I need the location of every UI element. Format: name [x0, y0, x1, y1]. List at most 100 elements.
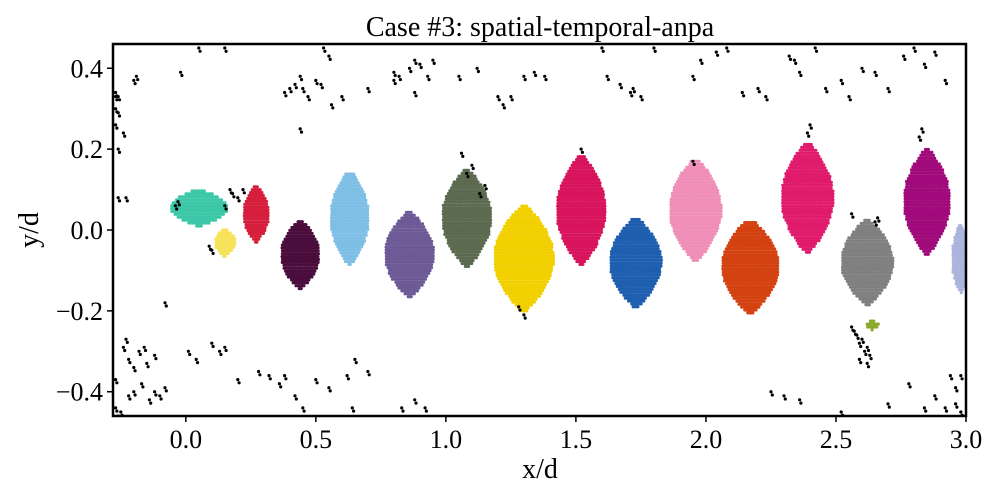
data-point	[258, 188, 262, 192]
data-point	[594, 172, 598, 176]
data-point	[471, 259, 475, 263]
data-point	[362, 236, 366, 240]
data-point	[214, 218, 218, 222]
data-point	[223, 254, 227, 258]
data-point	[489, 218, 493, 222]
data-point	[539, 221, 543, 226]
data-point	[425, 231, 429, 235]
data-point	[225, 228, 229, 232]
data-point	[601, 195, 605, 199]
data-point	[366, 207, 370, 211]
data-point	[266, 211, 270, 215]
data-point	[202, 189, 206, 193]
data-point	[313, 237, 317, 241]
data-point	[364, 198, 368, 202]
data-point	[595, 239, 599, 243]
data-point	[307, 278, 311, 282]
data-point	[544, 227, 548, 231]
data-point	[261, 231, 266, 235]
data-point	[480, 244, 485, 248]
data-point	[550, 245, 554, 249]
data-point	[487, 226, 491, 231]
data-point	[487, 200, 491, 204]
data-point	[307, 225, 311, 230]
data-point	[430, 263, 434, 267]
cluster-4	[280, 220, 320, 291]
cluster-1	[170, 189, 229, 228]
data-point	[263, 228, 267, 233]
data-point	[542, 286, 546, 290]
data-point	[547, 236, 551, 240]
data-point	[428, 236, 432, 241]
data-point	[422, 280, 426, 284]
data-point	[488, 206, 493, 210]
data-point	[266, 205, 270, 209]
data-point	[366, 227, 370, 231]
data-point	[354, 178, 359, 182]
data-point	[601, 190, 605, 194]
data-point	[550, 242, 554, 246]
data-point	[603, 210, 607, 214]
data-point	[355, 254, 359, 258]
data-point	[366, 213, 370, 217]
data-point	[485, 235, 489, 239]
data-point	[431, 248, 435, 252]
data-point	[479, 247, 483, 251]
data-point	[311, 234, 315, 238]
data-point	[426, 234, 430, 238]
data-point	[479, 183, 483, 187]
data-point	[543, 283, 548, 287]
data-point	[358, 184, 362, 188]
data-point	[470, 171, 474, 175]
data-point	[261, 193, 265, 198]
data-point	[431, 257, 435, 261]
data-point	[488, 212, 493, 216]
data-point	[488, 209, 492, 213]
data-point	[547, 277, 551, 281]
data-point	[595, 242, 599, 246]
data-point	[223, 201, 227, 205]
data-point	[598, 233, 602, 237]
data-point	[364, 201, 368, 205]
data-point	[299, 287, 303, 291]
data-point	[466, 264, 471, 268]
data-point	[231, 234, 235, 238]
data-point	[536, 216, 540, 220]
data-point	[353, 175, 357, 179]
data-point	[310, 231, 314, 235]
data-point	[603, 204, 607, 208]
data-point	[595, 175, 599, 179]
data-point	[425, 274, 429, 278]
data-point	[264, 199, 269, 203]
data-point	[304, 223, 308, 227]
data-point	[417, 219, 421, 223]
cluster-5	[329, 172, 370, 266]
data-point	[316, 249, 320, 253]
data-point	[484, 238, 488, 242]
data-point	[366, 204, 370, 208]
data-point	[488, 224, 492, 228]
data-point	[487, 229, 491, 234]
data-point	[316, 260, 320, 264]
data-point	[360, 187, 364, 191]
data-point	[207, 221, 211, 225]
data-point	[315, 263, 319, 267]
data-point	[466, 168, 471, 172]
data-point	[218, 215, 222, 219]
data-point	[231, 245, 235, 250]
data-point	[409, 210, 413, 214]
data-point	[363, 195, 367, 199]
data-point	[316, 252, 320, 256]
data-point	[265, 223, 269, 227]
data-point	[266, 208, 270, 212]
data-point	[529, 303, 534, 307]
data-point	[430, 242, 434, 246]
data-point	[300, 220, 304, 224]
data-point	[474, 177, 478, 181]
data-point	[525, 309, 529, 313]
data-point	[537, 294, 542, 298]
data-point	[537, 219, 541, 223]
data-point	[483, 192, 487, 196]
data-point	[412, 213, 416, 217]
data-point	[551, 251, 555, 255]
